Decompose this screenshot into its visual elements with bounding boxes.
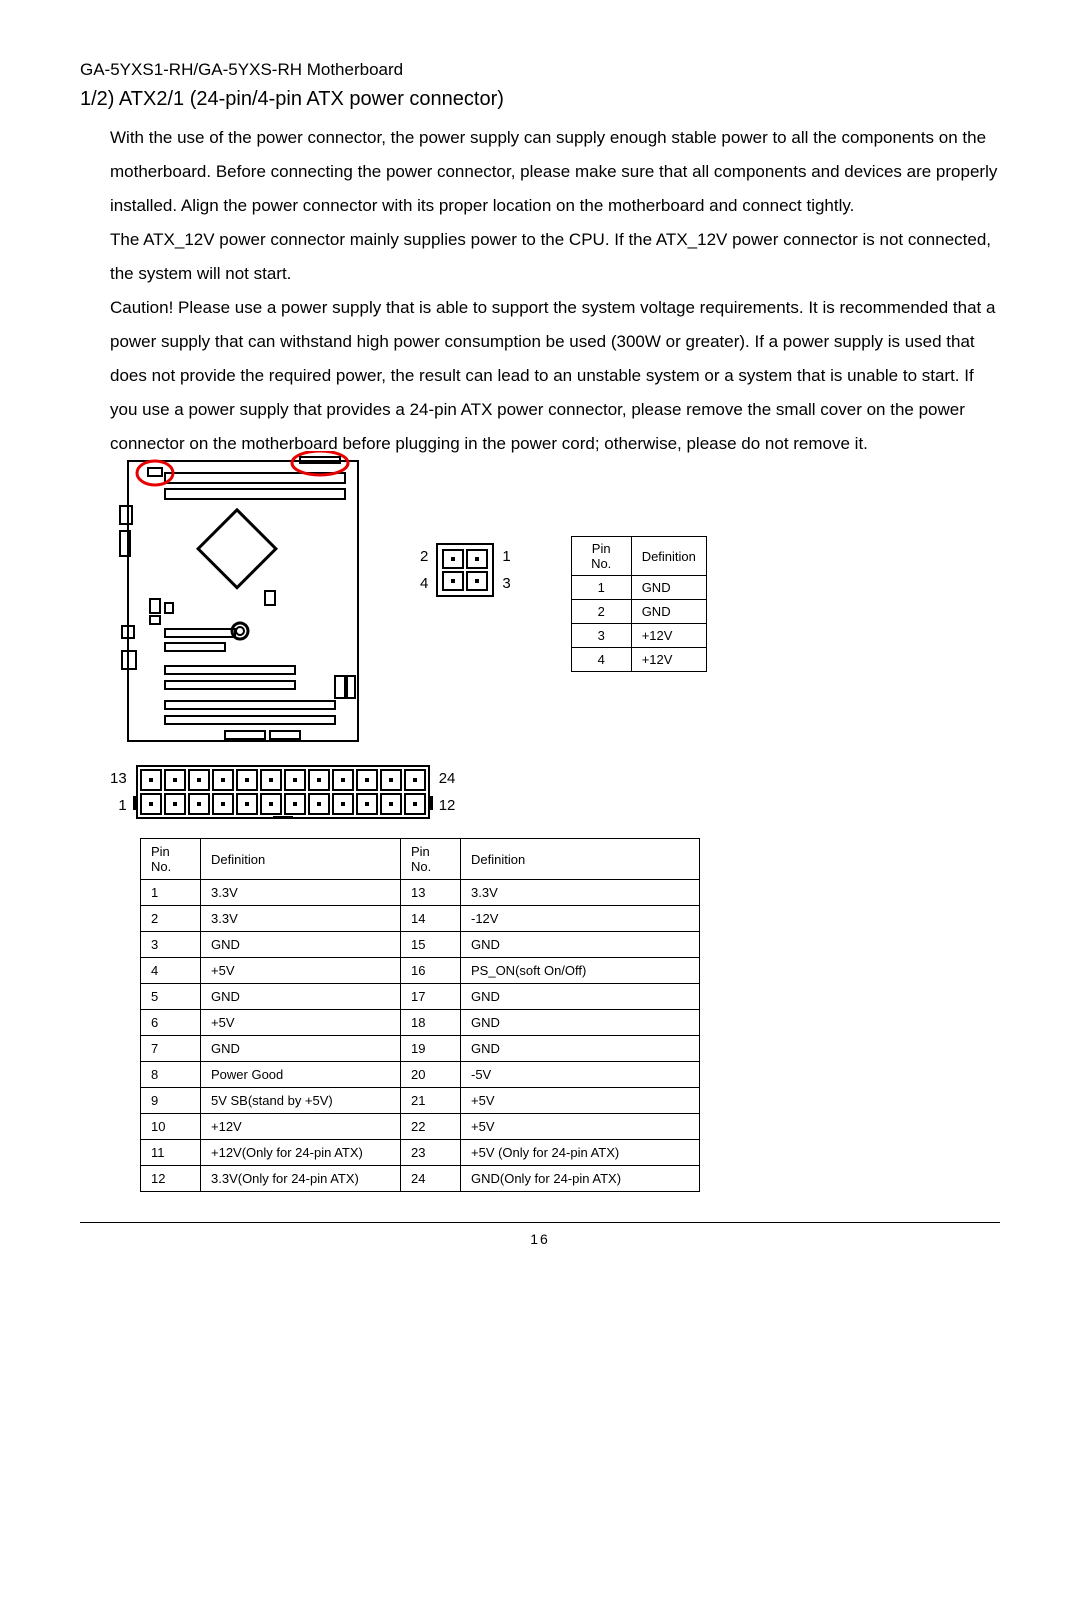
document-header: GA-5YXS1-RH/GA-5YXS-RH Motherboard xyxy=(80,60,1000,80)
cell: GND xyxy=(631,576,706,600)
paragraph-2: The ATX_12V power connector mainly suppl… xyxy=(110,223,1000,291)
th: Pin No. xyxy=(401,839,461,880)
fourpin-connector-diagram: 2 4 1 3 xyxy=(420,541,511,599)
cell: 3.3V xyxy=(201,880,401,906)
cell: 24 xyxy=(401,1166,461,1192)
cell: 5V SB(stand by +5V) xyxy=(201,1088,401,1114)
cell: +5V xyxy=(201,1010,401,1036)
cell: GND xyxy=(461,1010,700,1036)
cell: GND xyxy=(631,600,706,624)
cell: PS_ON(soft On/Off) xyxy=(461,958,700,984)
cell: 6 xyxy=(141,1010,201,1036)
24pin-connector-diagram: 13 1 24 12 xyxy=(110,764,1000,820)
cell: GND xyxy=(201,1036,401,1062)
cell: 15 xyxy=(401,932,461,958)
cell: 10 xyxy=(141,1114,201,1140)
th: Pin No. xyxy=(141,839,201,880)
cell: 16 xyxy=(401,958,461,984)
cell: 22 xyxy=(401,1114,461,1140)
cell: 3.3V xyxy=(201,906,401,932)
cell: 20 xyxy=(401,1062,461,1088)
th: Definition xyxy=(201,839,401,880)
cell: 3.3V(Only for 24-pin ATX) xyxy=(201,1166,401,1192)
cell: +5V xyxy=(461,1114,700,1140)
paragraph-3: Caution! Please use a power supply that … xyxy=(110,291,1000,461)
cell: GND xyxy=(201,984,401,1010)
cell: 21 xyxy=(401,1088,461,1114)
diagram-row: 2 4 1 3 Pin No. Definition 1GND 2GND xyxy=(110,451,1000,756)
section-title: 1/2) ATX2/1 (24-pin/4-pin ATX power conn… xyxy=(80,88,1000,111)
cell: +12V xyxy=(631,624,706,648)
cell: 7 xyxy=(141,1036,201,1062)
cell: 17 xyxy=(401,984,461,1010)
th-pinno: Pin No. xyxy=(571,537,631,576)
cell: 3 xyxy=(141,932,201,958)
cell: +12V(Only for 24-pin ATX) xyxy=(201,1140,401,1166)
cell: GND(Only for 24-pin ATX) xyxy=(461,1166,700,1192)
cell: -5V xyxy=(461,1062,700,1088)
conn24-label-1: 1 xyxy=(110,797,127,814)
conn24-label-24: 24 xyxy=(439,770,456,787)
cell: +12V xyxy=(201,1114,401,1140)
cell: 3.3V xyxy=(461,880,700,906)
24pin-table: Pin No. Definition Pin No. Definition 13… xyxy=(140,838,1000,1192)
cell: 1 xyxy=(571,576,631,600)
cell: 5 xyxy=(141,984,201,1010)
cell: 2 xyxy=(141,906,201,932)
cell: +5V xyxy=(461,1088,700,1114)
cell: GND xyxy=(461,984,700,1010)
conn24-label-12: 12 xyxy=(439,797,456,814)
cell: 11 xyxy=(141,1140,201,1166)
cell: GND xyxy=(461,1036,700,1062)
cell: 3 xyxy=(571,624,631,648)
paragraph-1: With the use of the power connector, the… xyxy=(110,121,1000,223)
cell: 14 xyxy=(401,906,461,932)
cell: +12V xyxy=(631,648,706,672)
cell: 9 xyxy=(141,1088,201,1114)
motherboard-diagram xyxy=(110,451,370,756)
cell: GND xyxy=(201,932,401,958)
cell: Power Good xyxy=(201,1062,401,1088)
fourpin-label-4: 4 xyxy=(420,575,428,592)
cell: 13 xyxy=(401,880,461,906)
fourpin-label-2: 2 xyxy=(420,548,428,565)
cell: 1 xyxy=(141,880,201,906)
cell: 19 xyxy=(401,1036,461,1062)
conn24-svg xyxy=(133,764,433,820)
th: Definition xyxy=(461,839,700,880)
cell: 4 xyxy=(141,958,201,984)
cell: 8 xyxy=(141,1062,201,1088)
fourpin-label-3: 3 xyxy=(502,575,510,592)
cell: 2 xyxy=(571,600,631,624)
cell: 18 xyxy=(401,1010,461,1036)
fourpin-label-1: 1 xyxy=(502,548,510,565)
th-def: Definition xyxy=(631,537,706,576)
cell: GND xyxy=(461,932,700,958)
cell: 23 xyxy=(401,1140,461,1166)
cell: 4 xyxy=(571,648,631,672)
cell: +5V xyxy=(201,958,401,984)
page-footer: 16 xyxy=(80,1222,1000,1247)
cell: -12V xyxy=(461,906,700,932)
conn24-label-13: 13 xyxy=(110,770,127,787)
page-number: 16 xyxy=(530,1231,550,1247)
cell: +5V (Only for 24-pin ATX) xyxy=(461,1140,700,1166)
cell: 12 xyxy=(141,1166,201,1192)
fourpin-table: Pin No. Definition 1GND 2GND 3+12V 4+12V xyxy=(571,536,707,672)
